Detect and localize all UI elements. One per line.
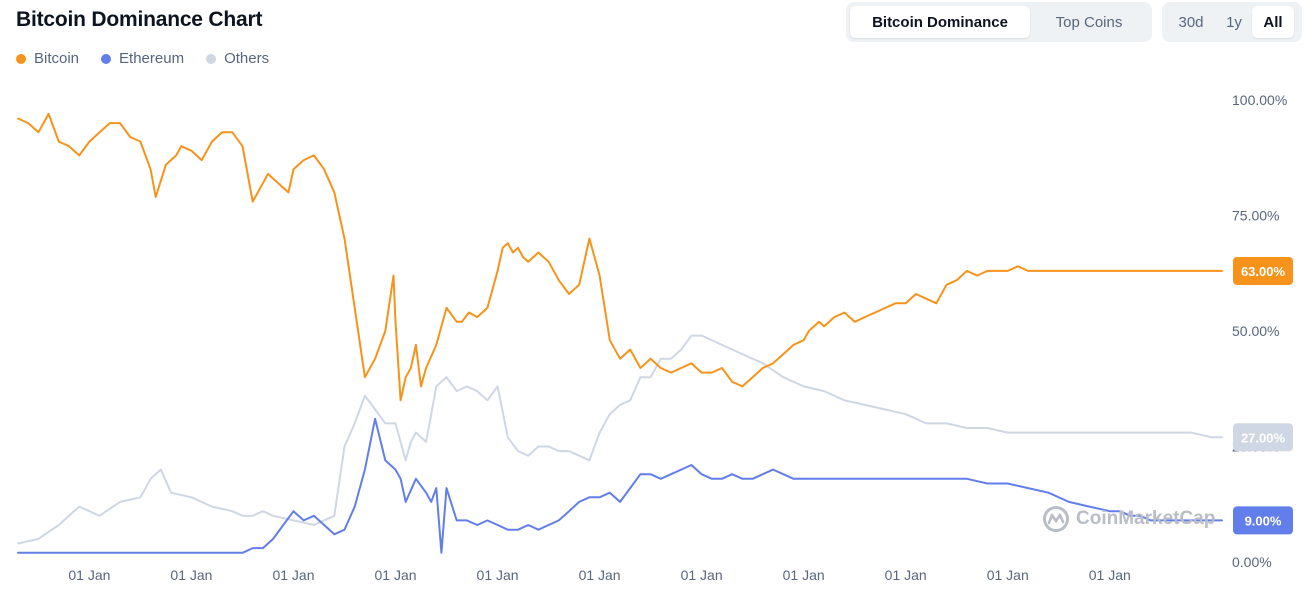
end-label-text: 63.00% — [1241, 264, 1286, 279]
x-tick-label: 01 Jan — [885, 567, 927, 583]
y-tick-label: 75.00% — [1232, 208, 1279, 224]
watermark: CoinMarketCap — [1042, 505, 1215, 533]
x-tick-label: 01 Jan — [783, 567, 825, 583]
view-toggle: Bitcoin Dominance Top Coins — [846, 2, 1152, 42]
x-tick-label: 01 Jan — [272, 567, 314, 583]
x-tick-label: 01 Jan — [375, 567, 417, 583]
legend-label-others: Others — [224, 50, 270, 67]
legend-label-bitcoin: Bitcoin — [34, 50, 80, 67]
series-line-ethereum — [17, 417, 1223, 554]
legend-dot-others — [206, 53, 217, 64]
coinmarketcap-logo-icon — [1043, 506, 1069, 532]
legend-item-others[interactable]: Others — [206, 50, 269, 67]
series-line-bitcoin — [17, 112, 1223, 402]
x-tick-label: 01 Jan — [987, 567, 1029, 583]
range-1y[interactable]: 1y — [1226, 13, 1242, 31]
legend-item-bitcoin[interactable]: Bitcoin — [16, 50, 79, 67]
y-tick-label: 100.00% — [1232, 92, 1287, 108]
range-all[interactable]: All — [1252, 6, 1294, 38]
legend-item-ethereum[interactable]: Ethereum — [101, 50, 184, 67]
end-label-bg — [1233, 506, 1293, 535]
tab-bitcoin-dominance[interactable]: Bitcoin Dominance — [850, 6, 1030, 38]
end-value-labels: 63.00% 9.00% 27.00% — [1233, 256, 1293, 535]
end-label-bg — [1233, 256, 1293, 285]
series-lines — [17, 112, 1223, 554]
series-line-others — [17, 334, 1223, 545]
chart-legend: Bitcoin Ethereum Others — [16, 50, 269, 67]
x-tick-label: 01 Jan — [68, 567, 110, 583]
x-axis: 01 Jan 01 Jan 01 Jan 01 Jan 01 Jan 01 Jan 01 J… — [68, 567, 1130, 583]
x-tick-label: 01 Jan — [579, 567, 621, 583]
x-tick-label: 01 Jan — [681, 567, 723, 583]
end-label-ethereum: 9.00% — [1233, 506, 1293, 535]
y-axis: 100.00%75.00%50.00%25.00%0.00% — [1232, 92, 1287, 570]
legend-dot-ethereum — [101, 53, 112, 64]
x-tick-label: 01 Jan — [1089, 567, 1131, 583]
range-30d[interactable]: 30d — [1178, 13, 1204, 31]
watermark-text: CoinMarketCap — [1076, 508, 1216, 529]
x-tick-label: 01 Jan — [170, 567, 212, 583]
end-label-text: 9.00% — [1245, 513, 1282, 528]
end-label-others: 27.00% — [1233, 423, 1293, 452]
end-label-text: 27.00% — [1241, 430, 1286, 445]
tab-top-coins[interactable]: Top Coins — [1055, 13, 1123, 31]
legend-dot-bitcoin — [16, 53, 26, 64]
y-tick-label: 0.00% — [1232, 554, 1272, 570]
legend-label-ethereum: Ethereum — [119, 50, 185, 67]
x-tick-label: 01 Jan — [477, 567, 519, 583]
end-label-bitcoin: 63.00% — [1233, 256, 1293, 285]
end-label-bg — [1233, 423, 1293, 452]
range-toggle: 30d 1y All — [1162, 2, 1302, 42]
y-tick-label: 50.00% — [1232, 323, 1279, 339]
chart-title: Bitcoin Dominance Chart — [16, 8, 263, 31]
